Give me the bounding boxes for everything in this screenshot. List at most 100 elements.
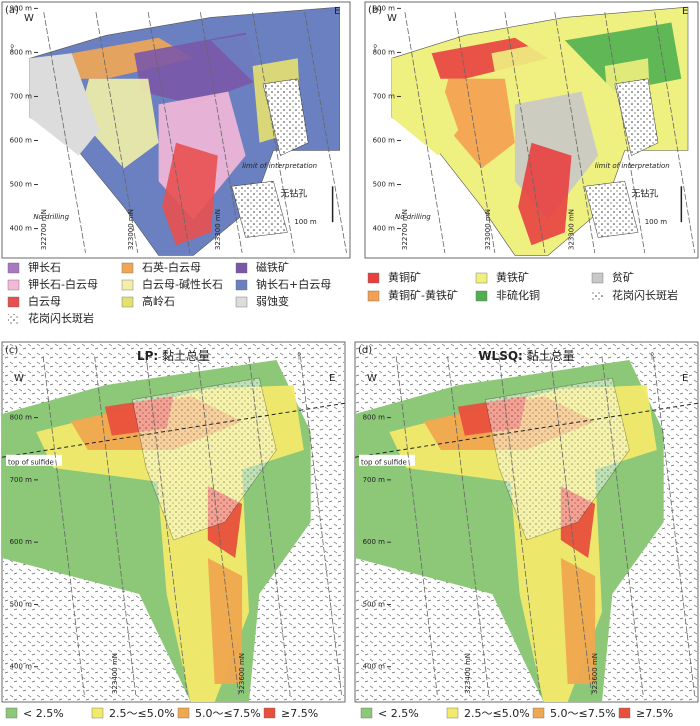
title-text: 黏土总量 [527, 349, 575, 363]
legend-swatch [532, 707, 545, 719]
west-label: W [387, 13, 397, 24]
weak-zone [391, 53, 459, 156]
legend-label: < 2.5% [378, 707, 419, 720]
northing-label: 323600 mN [238, 653, 246, 694]
legend-swatch [263, 707, 276, 719]
legend-swatch [7, 279, 20, 291]
top-of-sulfide: top of sulfide [8, 459, 54, 467]
legend-label: ≥7.5% [636, 707, 673, 720]
northing-label: 322700 mN [40, 209, 48, 250]
alteration-zone [405, 37, 549, 79]
drill-hole [653, 356, 695, 695]
legend-swatch [360, 707, 373, 719]
title-text: 黏土总量 [162, 349, 210, 363]
drill-hole [498, 356, 541, 695]
legend-label: 黄铜矿-黄铁矿 [388, 288, 458, 302]
drill-hole [300, 356, 342, 695]
elevation-label: 900 m [10, 4, 33, 12]
northing-label: 322700 mN [401, 209, 409, 250]
northing-label: 323000 mN [127, 209, 135, 250]
porphyry [484, 377, 630, 541]
panel: top of sulfide (d) W E ⫯ WLSQ: 黏土总量 800 m 700 m… [354, 341, 699, 703]
legend-swatch [91, 707, 104, 719]
legend-label: 2.5～≤5.0% [464, 707, 530, 720]
alteration-zone [78, 78, 159, 169]
elevation-label: 600 m [363, 538, 386, 546]
porphyry [262, 78, 309, 156]
alteration-zone [43, 37, 194, 79]
sulfide-line [1, 402, 346, 458]
drill-hole [454, 12, 496, 253]
legend-swatch [367, 290, 380, 302]
legend-label: 2.5～≤5.0% [109, 707, 175, 720]
legend-label: 石英-白云母 [142, 260, 201, 274]
legend-swatch [235, 262, 248, 274]
alteration-zone [162, 142, 218, 246]
no-drilling: No drilling [33, 213, 69, 221]
elevation-label: 500 m [10, 181, 33, 189]
west-label: W [24, 13, 34, 24]
legend-swatch [7, 296, 20, 308]
limit-note: limit of interpretation [595, 162, 670, 170]
legend-label: 钾长石-白云母 [28, 277, 98, 291]
legend-swatch [7, 262, 20, 274]
north-arrow: ⫯ [9, 43, 14, 54]
legend-label: 白云母-碱性长石 [142, 277, 223, 291]
alteration-zone [518, 142, 572, 246]
legend-swatch [235, 279, 248, 291]
drill-hole [95, 12, 139, 253]
panel-label: (a) [5, 5, 19, 16]
legend-label: 花岗闪长斑岩 [28, 311, 94, 325]
northing-label: 323400 mN [464, 653, 472, 694]
panel-title: WLSQ: 黏土总量 [478, 349, 574, 363]
annotation-bg [6, 454, 62, 466]
elevation-label: 700 m [10, 92, 33, 100]
panel-label: (d) [358, 345, 372, 356]
drill-hole [248, 356, 291, 695]
north-arrow: ⫯ [296, 351, 301, 362]
legend-label: 黄铁矿 [496, 270, 529, 284]
drill-hole [145, 356, 188, 695]
east-label: E [682, 373, 688, 384]
no-hole: 无钻孔 [631, 188, 658, 200]
porphyry [614, 78, 659, 156]
legend-swatch [177, 707, 190, 719]
elevation-label: 400 m [373, 225, 396, 233]
legend-label: 磁铁矿 [256, 261, 289, 274]
legend-swatch [121, 279, 134, 291]
legend-label: 黄铜矿 [388, 270, 421, 284]
legend-label: 白云母 [28, 294, 61, 308]
drill-hole [304, 12, 347, 253]
weak-zone [29, 53, 100, 156]
legend-swatch [121, 262, 134, 274]
elevation-label: 700 m [373, 92, 396, 100]
drill-hole [601, 356, 644, 695]
drill-hole [147, 12, 191, 253]
elevation-label: 400 m [363, 663, 386, 671]
elevation-label: 700 m [363, 476, 386, 484]
legend-swatch [5, 707, 18, 719]
elevation-label: 800 m [373, 48, 396, 56]
legend-swatch [367, 272, 380, 284]
annotation-bg [359, 454, 415, 466]
panel-label: (b) [368, 5, 382, 16]
legend-label: ≥7.5% [281, 707, 318, 720]
panel: top of sulfide (c) W E ⫯ LP: 黏土总量 800 m 700 m 60… [1, 341, 346, 703]
legend-label: 钠长石+白云母 [256, 277, 331, 291]
north-arrow: ⫯ [372, 43, 377, 54]
west-label: W [14, 373, 24, 384]
northing-label: 323400 mN [111, 653, 119, 694]
northing-label: 323300 mN [214, 209, 222, 250]
drill-hole [199, 12, 243, 253]
legend-swatch [475, 290, 488, 302]
drill-hole [554, 12, 596, 253]
north-arrow: ⫯ [649, 351, 654, 362]
legend-swatch [8, 314, 19, 324]
legend-label: 花岗闪长斑岩 [612, 288, 678, 302]
drill-hole [94, 356, 137, 695]
porphyry [584, 180, 639, 238]
legend-swatch [446, 707, 459, 719]
panel-label: (c) [5, 345, 18, 356]
elevation-label: 600 m [10, 538, 33, 546]
panel: (b) W E ⫯ 900 m 800 m 700 m 600 m 500 m 400 m 3227… [364, 1, 699, 259]
